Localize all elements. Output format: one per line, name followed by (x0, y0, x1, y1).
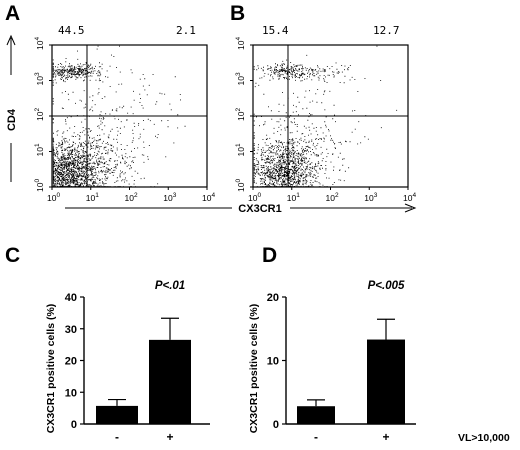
bar-chart-c: 0 10 20 30 40 CX3CR1 positive cells (%) - + P<.0… (45, 280, 210, 444)
panel-letter-c: C (5, 244, 20, 267)
x-tick-label-a-3: 103 (163, 192, 176, 203)
y-tick-label-b-1: 101 (235, 143, 246, 156)
quadrant-pct-a-upper-right: 2.1 (176, 24, 196, 37)
flow-dots-path-a (52, 45, 186, 188)
y-tick-label-c-3: 30 (65, 324, 77, 336)
x-tick-label-b-1: 101 (287, 192, 300, 203)
flow-y-axis-label: CD4 (6, 108, 18, 131)
y-tick-label-a-2: 102 (34, 108, 45, 121)
x-tick-label-a-0: 100 (47, 192, 60, 203)
p-value-annotation-d: P<.005 (368, 280, 405, 292)
p-value-annotation-c: P<.01 (155, 280, 185, 292)
x-tick-label-b-4: 104 (403, 192, 416, 203)
flow-dots-a (52, 45, 186, 188)
quadrant-pct-b-upper-right: 12.7 (373, 24, 400, 37)
y-tick-label-c-1: 10 (65, 387, 77, 399)
y-tick-label-a-3: 103 (34, 72, 45, 85)
y-tick-label-a-4: 104 (34, 37, 45, 50)
bar-d-1 (367, 339, 405, 424)
x-tick-label-b-0: 100 (248, 192, 261, 203)
y-tick-label-c-4: 40 (65, 292, 77, 304)
panel-letter-a: A (5, 2, 20, 25)
x-tick-label-a-4: 104 (202, 192, 215, 203)
x-tick-label-a-2: 102 (125, 192, 138, 203)
gate-lines-b (253, 45, 408, 187)
y-tick-label-b-0: 100 (235, 179, 246, 192)
y-tick-label-d-0: 0 (273, 419, 279, 431)
y-axis-label-d: CX3CR1 positive cells (%) (248, 304, 260, 434)
category-label-d-0: - (314, 430, 318, 444)
quadrant-pct-a-upper-left: 44.5 (58, 24, 85, 37)
gate-lines-a (52, 45, 207, 187)
y-arrow-head-icon (6, 34, 16, 46)
y-tick-label-b-2: 102 (235, 108, 246, 121)
category-label-c-1: + (166, 430, 173, 444)
y-tick-label-b-4: 104 (235, 37, 246, 50)
flow-x-axis-label: CX3CR1 (238, 203, 281, 215)
panel-letter-d: D (262, 244, 277, 267)
bar-chart-d: 0 10 20 CX3CR1 positive cells (%) - + P<.005 (248, 280, 416, 444)
vl-threshold-label: VL>10,000 (458, 432, 510, 444)
x-tick-label-a-1: 101 (86, 192, 99, 203)
y-tick-label-c-0: 0 (71, 419, 77, 431)
x-tick-label-b-2: 102 (326, 192, 339, 203)
bar-c-1 (149, 339, 191, 424)
y-tick-label-a-1: 101 (34, 143, 45, 156)
bar-d-0 (297, 406, 335, 424)
bar-c-0 (96, 405, 138, 424)
x-tick-label-b-3: 103 (364, 192, 377, 203)
category-label-d-1: + (382, 430, 389, 444)
y-tick-label-a-0: 100 (34, 179, 45, 192)
y-tick-label-d-2: 20 (267, 292, 279, 304)
y-tick-label-c-2: 20 (65, 356, 77, 368)
category-label-c-0: - (115, 430, 119, 444)
y-tick-label-d-1: 10 (267, 356, 279, 368)
y-axis-label-c: CX3CR1 positive cells (%) (45, 304, 57, 434)
x-arrow-head-icon (404, 203, 417, 213)
quadrant-pct-b-upper-left: 15.4 (262, 24, 289, 37)
panel-letter-b: B (230, 2, 245, 25)
y-tick-label-b-3: 103 (235, 72, 246, 85)
